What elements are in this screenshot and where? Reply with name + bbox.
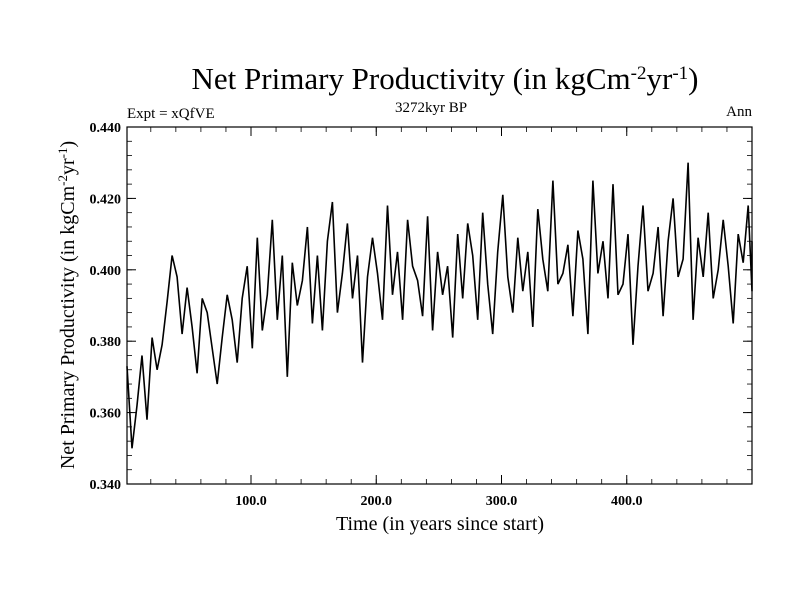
x-tick-label: 100.0 [235,494,267,509]
x-axis-label: Time (in years since start) [336,513,544,535]
x-axis-ticks: 100.0 200.0 300.0 400.0 [150,127,753,509]
series-line [126,162,753,449]
x-tick-label: 200.0 [360,494,392,509]
x-tick-label: 300.0 [486,494,518,509]
season-label: Ann [726,104,752,120]
y-tick-label: 0.420 [90,192,122,207]
experiment-label: Expt = xQfVE [127,106,215,122]
period-label: 3272kyr BP [395,100,467,116]
x-tick-label: 400.0 [611,494,643,509]
y-tick-label: 0.360 [90,407,122,422]
plot-frame [126,126,753,485]
y-axis-label: Net Primary Productivity (in kgCm-2yr-1) [55,141,80,469]
series-layer [126,162,753,449]
y-tick-label: 0.400 [90,264,122,279]
y-tick-label: 0.340 [90,478,122,493]
y-tick-label: 0.380 [90,335,122,350]
chart-title: Net Primary Productivity (in kgCm-2yr-1) [192,61,699,96]
y-tick-label: 0.440 [90,121,122,136]
y-axis-ticks: 0.340 0.360 0.380 0.400 0.420 0.440 [90,121,752,493]
